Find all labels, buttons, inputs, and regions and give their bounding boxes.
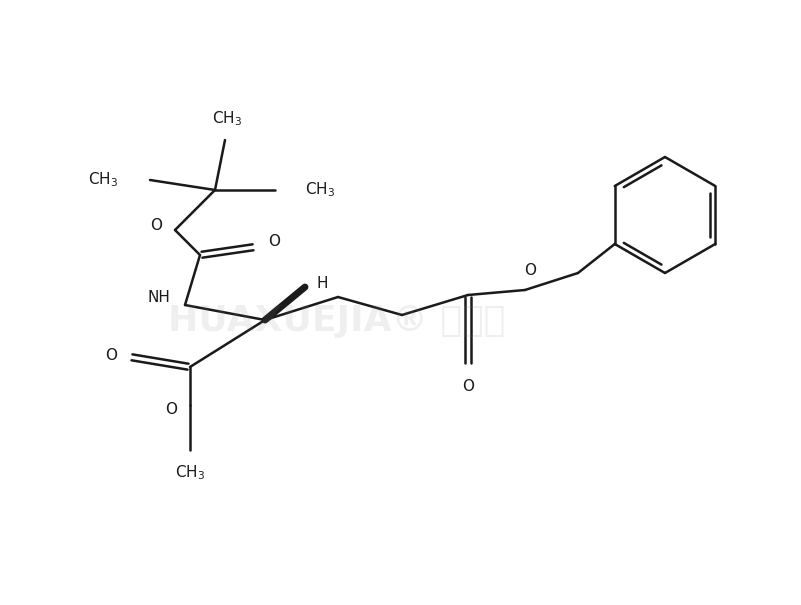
Text: O: O	[462, 379, 474, 394]
Text: NH: NH	[147, 290, 170, 304]
Text: CH$_3$: CH$_3$	[212, 110, 242, 128]
Text: O: O	[268, 235, 280, 249]
Text: CH$_3$: CH$_3$	[175, 463, 205, 482]
Text: CH$_3$: CH$_3$	[305, 181, 335, 200]
Text: CH$_3$: CH$_3$	[88, 171, 118, 189]
Text: O: O	[524, 263, 536, 278]
Text: O: O	[150, 218, 162, 232]
Text: HUAXUEJIA® 化学加: HUAXUEJIA® 化学加	[167, 304, 505, 338]
Text: O: O	[165, 402, 177, 417]
Text: O: O	[105, 347, 117, 362]
Text: H: H	[317, 275, 328, 290]
